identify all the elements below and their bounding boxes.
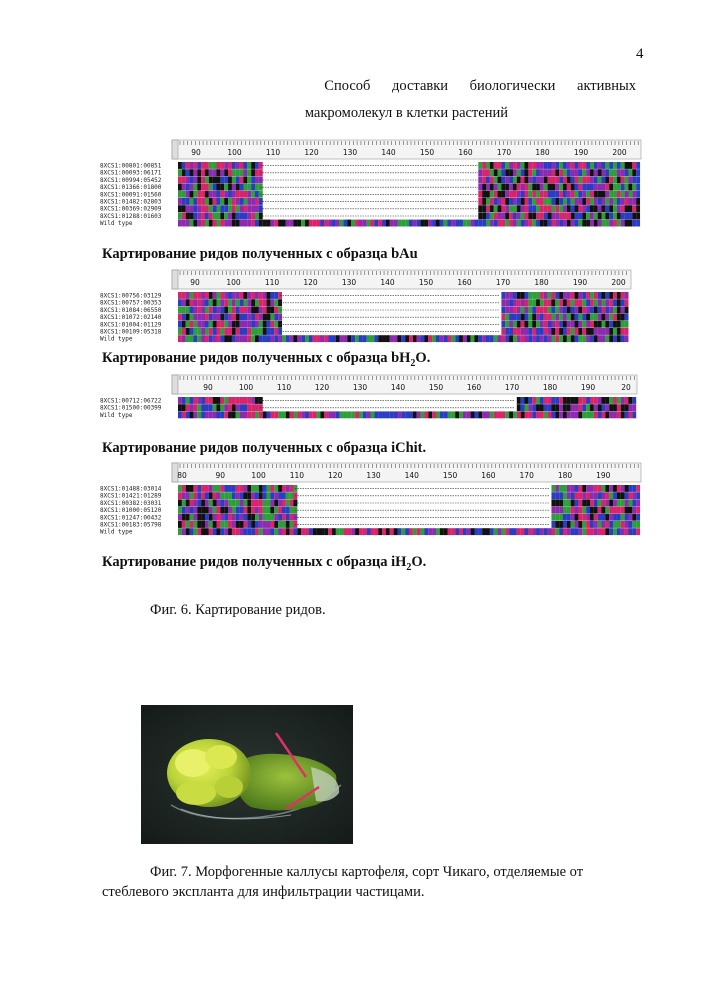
ruler-tick-label: 170 — [520, 471, 535, 480]
figure-6-caption: Фиг. 6. Картирование ридов. — [150, 602, 326, 619]
ruler-tick-label: 110 — [265, 278, 280, 287]
read-id-label: 8XCS1:00382:03031 — [100, 500, 162, 507]
ruler-tick-label: 190 — [596, 471, 611, 480]
ruler-tick-label: 150 — [443, 471, 458, 480]
ruler-tick-label: 130 — [366, 471, 381, 480]
ruler-tick-label: 120 — [304, 148, 319, 157]
read-id-label: 8XCS1:01488:03014 — [100, 486, 162, 493]
read-id-label: 8XCS1:01084:06550 — [100, 307, 162, 314]
alignment-caption-ichit: Картирование ридов полученных с образца … — [102, 440, 426, 457]
ruler-tick-label: 120 — [303, 278, 318, 287]
ruler-tick-label: 160 — [467, 383, 482, 392]
alignment-panel-ih2o: 80 90 100 110 120 130 140 150 160 170 180 190 8XCS1:… — [100, 463, 645, 545]
ruler-tick-label: 160 — [457, 278, 472, 287]
ruler-tick-label: 130 — [353, 383, 368, 392]
ruler-tick-label: 180 — [543, 383, 558, 392]
ruler-tick-label: 110 — [277, 383, 292, 392]
ruler-tick-label: 170 — [505, 383, 520, 392]
read-id-label: 8XCS1:00093:06171 — [100, 170, 162, 177]
ruler-tick-label: 90 — [203, 383, 213, 392]
ruler-tick-label: 160 — [481, 471, 496, 480]
ruler-tick-label: 150 — [420, 148, 435, 157]
document-title-line-1: Способ доставки биологически активных — [0, 78, 636, 95]
read-id-label: 8XCS1:01482:02803 — [100, 199, 162, 206]
callus-photo — [141, 705, 353, 844]
read-id-label: 8XCS1:01288:01603 — [100, 213, 162, 220]
alignment-caption-bh2o: Картирование ридов полученных с образца … — [102, 350, 430, 369]
ruler-tick-label: 80 — [177, 471, 187, 480]
ruler-tick-label: 130 — [342, 278, 357, 287]
read-id-label: Wild type — [100, 529, 133, 536]
read-id-label: 8XCS1:00712:06722 — [100, 398, 162, 405]
document-title-line-2: макромолекул в клетки растений — [0, 105, 508, 122]
ruler-tick-label: 190 — [581, 383, 596, 392]
ruler-tick-label: 100 — [239, 383, 254, 392]
ruler-tick-label: 150 — [419, 278, 434, 287]
read-id-label: 8XCS1:01072:02140 — [100, 314, 162, 321]
ruler-tick-label: 100 — [226, 278, 241, 287]
ruler-tick-label: 140 — [380, 278, 395, 287]
read-id-label: Wild type — [100, 220, 133, 227]
read-id-label: 8XCS1:00183:05798 — [100, 522, 162, 529]
ruler-tick-label: 190 — [574, 148, 589, 157]
read-id-label: 8XCS1:01366:01800 — [100, 184, 162, 191]
alignment-panel-bau: 90 100 110 120 130 140 150 160 170 180 190 200 8XCS1… — [100, 140, 645, 235]
read-id-label: 8XCS1:01000:05120 — [100, 507, 162, 514]
ruler-tick-label: 90 — [190, 278, 200, 287]
ruler-tick-label: 160 — [458, 148, 473, 157]
ruler-tick-label: 90 — [216, 471, 226, 480]
figure-7-caption: Фиг. 7. Морфогенные каллусы картофеля, с… — [102, 862, 647, 902]
read-id-label: 8XCS1:00801:00851 — [100, 163, 162, 170]
ruler-tick-label: 100 — [227, 148, 242, 157]
read-id-label: Wild type — [100, 412, 133, 419]
alignment-caption-bau: Картирование ридов полученных с образца … — [102, 246, 418, 263]
ruler-tick-label: 90 — [191, 148, 201, 157]
ruler-tick-label: 120 — [315, 383, 330, 392]
read-id-label: 8XCS1:00369:02909 — [100, 206, 162, 213]
ruler-tick-label: 140 — [381, 148, 396, 157]
ruler-tick-label: 200 — [612, 148, 627, 157]
read-id-label: 8XCS1:00756:03129 — [100, 293, 162, 300]
read-id-label: 8XCS1:01500:00399 — [100, 405, 162, 412]
alignment-panel-ichit: 90 100 110 120 130 140 150 160 170 180 190 20 8XCS1:… — [100, 375, 645, 435]
ruler-tick-label: 20 — [621, 383, 631, 392]
read-id-label: 8XCS1:01004:01129 — [100, 321, 162, 328]
read-id-label: 8XCS1:00757:00353 — [100, 300, 162, 307]
ruler-tick-label: 180 — [535, 148, 550, 157]
ruler-tick-label: 100 — [251, 471, 266, 480]
ruler-tick-label: 110 — [266, 148, 281, 157]
read-id-label: 8XCS1:01247:00432 — [100, 514, 162, 521]
ruler-tick-label: 180 — [534, 278, 549, 287]
ruler-tick-label: 120 — [328, 471, 343, 480]
ruler-tick-label: 130 — [343, 148, 358, 157]
alignment-panel-bh2o: 90 100 110 120 130 140 150 160 170 180 190 200 8XCS1… — [100, 270, 645, 345]
ruler-tick-label: 170 — [497, 148, 512, 157]
ruler-tick-label: 170 — [496, 278, 511, 287]
read-id-label: 8XCS1:00994:05452 — [100, 177, 162, 184]
ruler-tick-label: 140 — [391, 383, 406, 392]
ruler-tick-label: 150 — [429, 383, 444, 392]
ruler-tick-label: 190 — [573, 278, 588, 287]
read-id-label: 8XCS1:00109:05318 — [100, 329, 162, 336]
ruler-tick-label: 110 — [290, 471, 305, 480]
read-id-label: 8XCS1:00091:01560 — [100, 191, 162, 198]
alignment-caption-ih2o: Картирование ридов полученных с образца … — [102, 554, 426, 573]
read-id-label: 8XCS1:01421:01289 — [100, 493, 162, 500]
read-id-label: Wild type — [100, 336, 133, 343]
ruler-tick-label: 140 — [405, 471, 420, 480]
ruler-tick-label: 200 — [611, 278, 626, 287]
page-number: 4 — [636, 46, 644, 63]
ruler-tick-label: 180 — [558, 471, 573, 480]
